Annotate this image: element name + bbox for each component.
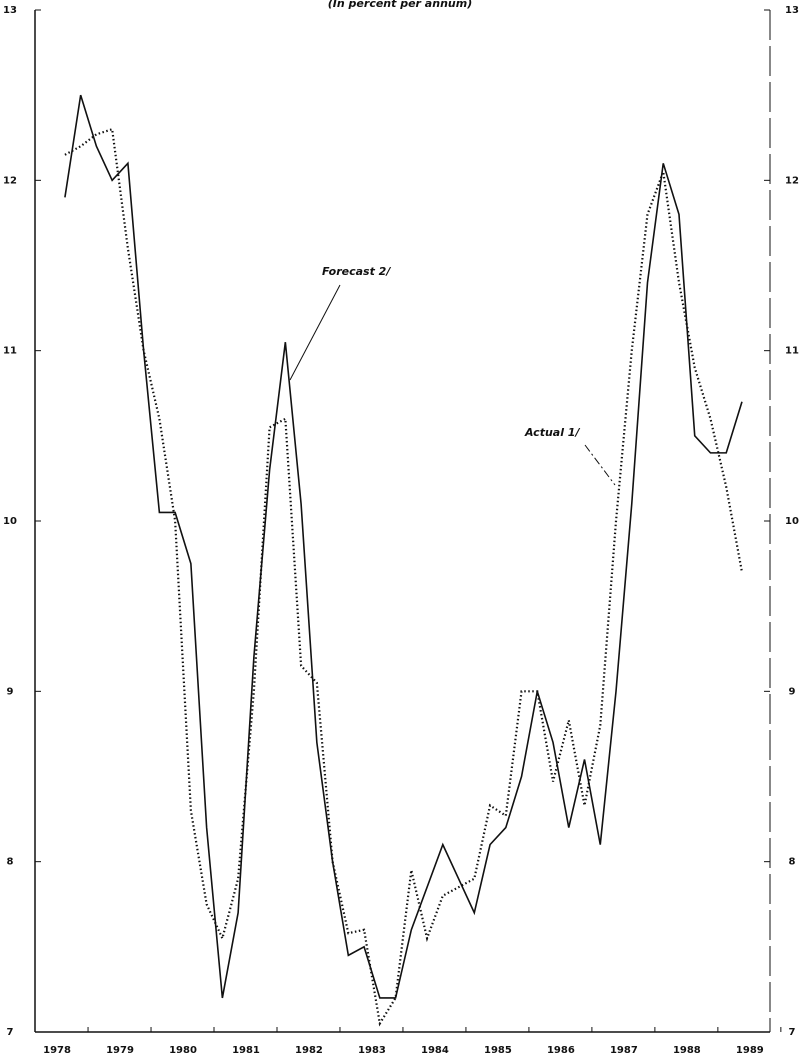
y-tick-label: 12	[3, 175, 17, 186]
x-tick-label: 1989	[736, 1045, 764, 1056]
series-line	[64, 127, 744, 1027]
x-tick-label: 1988	[673, 1045, 701, 1056]
x-tick-label: 1978	[43, 1045, 71, 1056]
x-tick-label: 1982	[295, 1045, 323, 1056]
y2-tick-label: 12	[785, 175, 799, 186]
forecast-leader	[289, 284, 341, 381]
x-tick-label: 1979	[106, 1045, 134, 1056]
series-line	[64, 94, 743, 999]
series-label: Forecast 2/	[322, 265, 391, 278]
y2-tick-label: 7	[789, 1027, 796, 1038]
y-tick-label: 10	[3, 516, 17, 527]
y-tick-label: 9	[7, 686, 14, 697]
x-tick-label: 1987	[610, 1045, 638, 1056]
x-tick-label: 1983	[358, 1045, 386, 1056]
y2-tick-label: 11	[785, 346, 799, 357]
x-tick-label: 1984	[421, 1045, 449, 1056]
y-tick-label: 7	[7, 1027, 14, 1038]
x-tick-label: 1985	[484, 1045, 512, 1056]
series-label: Actual 1/	[524, 426, 580, 439]
y2-tick-label: 9	[789, 686, 796, 697]
y-tick-label: 11	[3, 346, 17, 357]
y-tick-label: 8	[7, 857, 14, 868]
x-tick-label: 1986	[547, 1045, 575, 1056]
x-tick-label: 1981	[232, 1045, 260, 1056]
chart-subtitle: (In percent per annum)	[328, 0, 472, 10]
actual-leader	[584, 444, 616, 486]
y2-tick-label: 10	[785, 516, 799, 527]
y2-tick-label: 13	[785, 5, 799, 16]
y2-tick-label: 8	[789, 857, 796, 868]
y-tick-label: 13	[3, 5, 17, 16]
x-tick-label: 1980	[169, 1045, 197, 1056]
